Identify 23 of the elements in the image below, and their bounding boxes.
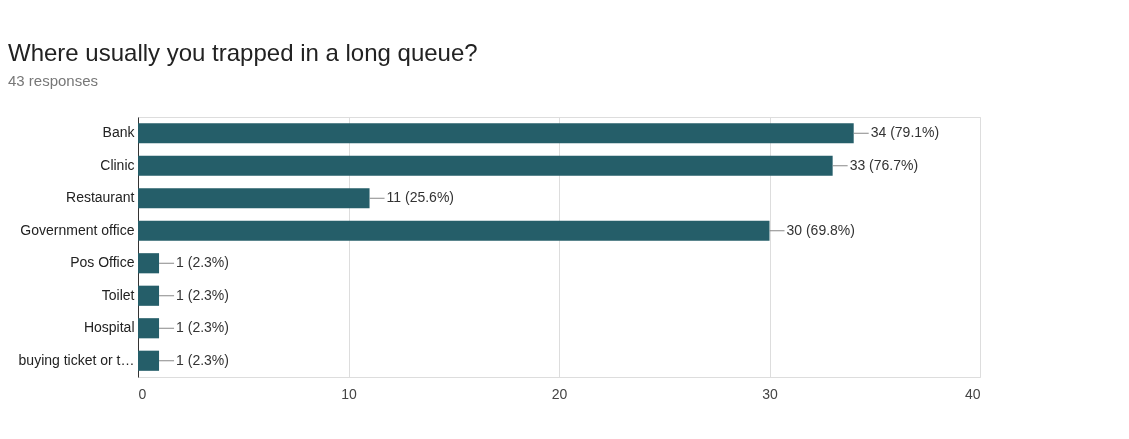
- data-label: 33 (76.7%): [849, 156, 919, 173]
- data-label: 34 (79.1%): [870, 124, 940, 141]
- data-label: 1 (2.3%): [176, 286, 229, 303]
- y-tick-label: Toilet: [101, 286, 135, 303]
- x-tick-label: 10: [341, 385, 357, 402]
- x-tick-label: 0: [138, 385, 147, 402]
- y-tick-label: Restaurant: [66, 189, 135, 206]
- y-tick-label: buying ticket or t…: [18, 351, 135, 368]
- data-label: 1 (2.3%): [176, 351, 229, 368]
- data-label: 30 (69.8%): [786, 221, 855, 238]
- data-label: 11 (25.6%): [386, 189, 454, 206]
- chart-subtitle: 43 responses: [8, 72, 99, 89]
- x-tick-label: 40: [964, 385, 981, 402]
- data-label: 1 (2.3%): [176, 254, 229, 271]
- data-label: 1 (2.3%): [176, 319, 229, 336]
- y-tick-label: Pos Office: [70, 254, 135, 271]
- x-tick-label: 20: [551, 385, 568, 402]
- y-tick-label: Government office: [20, 221, 135, 238]
- x-tick-label: 30: [762, 385, 778, 402]
- y-tick-label: Bank: [102, 124, 136, 141]
- y-tick-label: Clinic: [100, 156, 135, 173]
- y-tick-label: Hospital: [83, 319, 135, 336]
- chart-title: Where usually you trapped in a long queue?: [8, 39, 478, 66]
